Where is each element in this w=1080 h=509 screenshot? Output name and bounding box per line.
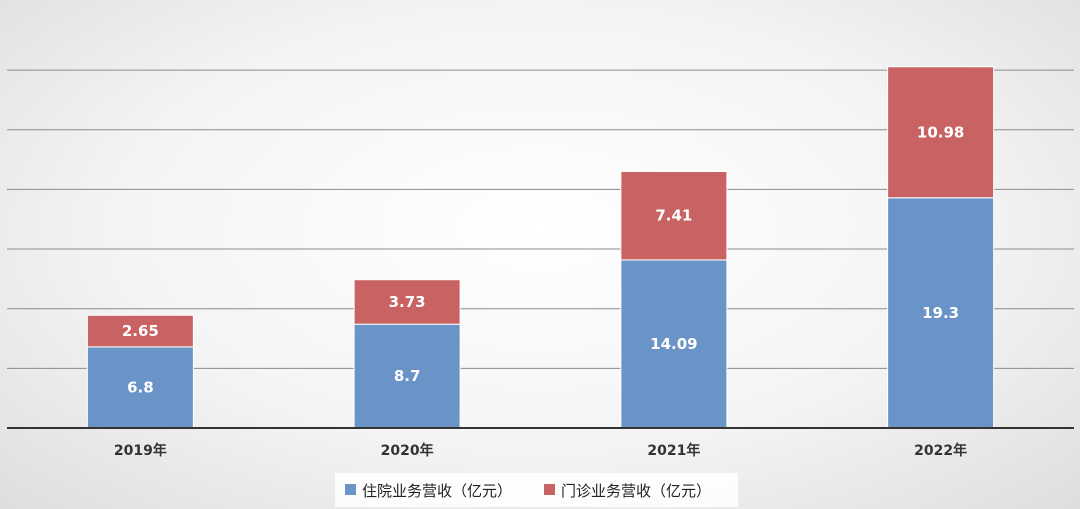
data-label-inpatient: 14.09 — [650, 335, 697, 353]
bar-inpatient — [620, 259, 728, 429]
legend-swatch-outpatient — [544, 484, 555, 495]
legend-swatch-inpatient — [345, 484, 356, 495]
data-label-inpatient: 6.8 — [127, 378, 154, 396]
data-label-outpatient: 3.73 — [389, 293, 426, 311]
data-labels: 6.8 2.65 8.7 3.73 14.09 7.41 19.3 10.98 — [122, 123, 964, 396]
x-tick-label: 2019年 — [114, 442, 167, 459]
legend: 住院业务营收（亿元） 门诊业务营收（亿元） — [335, 473, 738, 507]
data-label-inpatient: 19.3 — [922, 304, 959, 322]
legend-box — [335, 473, 738, 507]
x-tick-label: 2020年 — [381, 442, 434, 459]
x-axis-ticks: 2019年 2020年 2021年 2022年 — [114, 442, 967, 459]
bar-outpatient — [86, 314, 194, 348]
legend-label-inpatient: 住院业务营收（亿元） — [362, 482, 512, 500]
data-label-outpatient: 10.98 — [917, 123, 964, 141]
data-label-outpatient: 2.65 — [122, 322, 159, 340]
bars — [86, 66, 995, 429]
bar-outpatient — [887, 66, 995, 199]
x-tick-label: 2022年 — [914, 442, 967, 459]
data-label-inpatient: 8.7 — [394, 367, 421, 385]
legend-label-outpatient: 门诊业务营收（亿元） — [561, 482, 711, 500]
bar-inpatient — [353, 323, 461, 429]
data-label-outpatient: 7.41 — [655, 207, 692, 225]
bar-inpatient — [887, 197, 995, 429]
x-tick-label: 2021年 — [647, 442, 700, 459]
bar-outpatient — [620, 171, 728, 261]
bar-outpatient — [353, 279, 461, 325]
